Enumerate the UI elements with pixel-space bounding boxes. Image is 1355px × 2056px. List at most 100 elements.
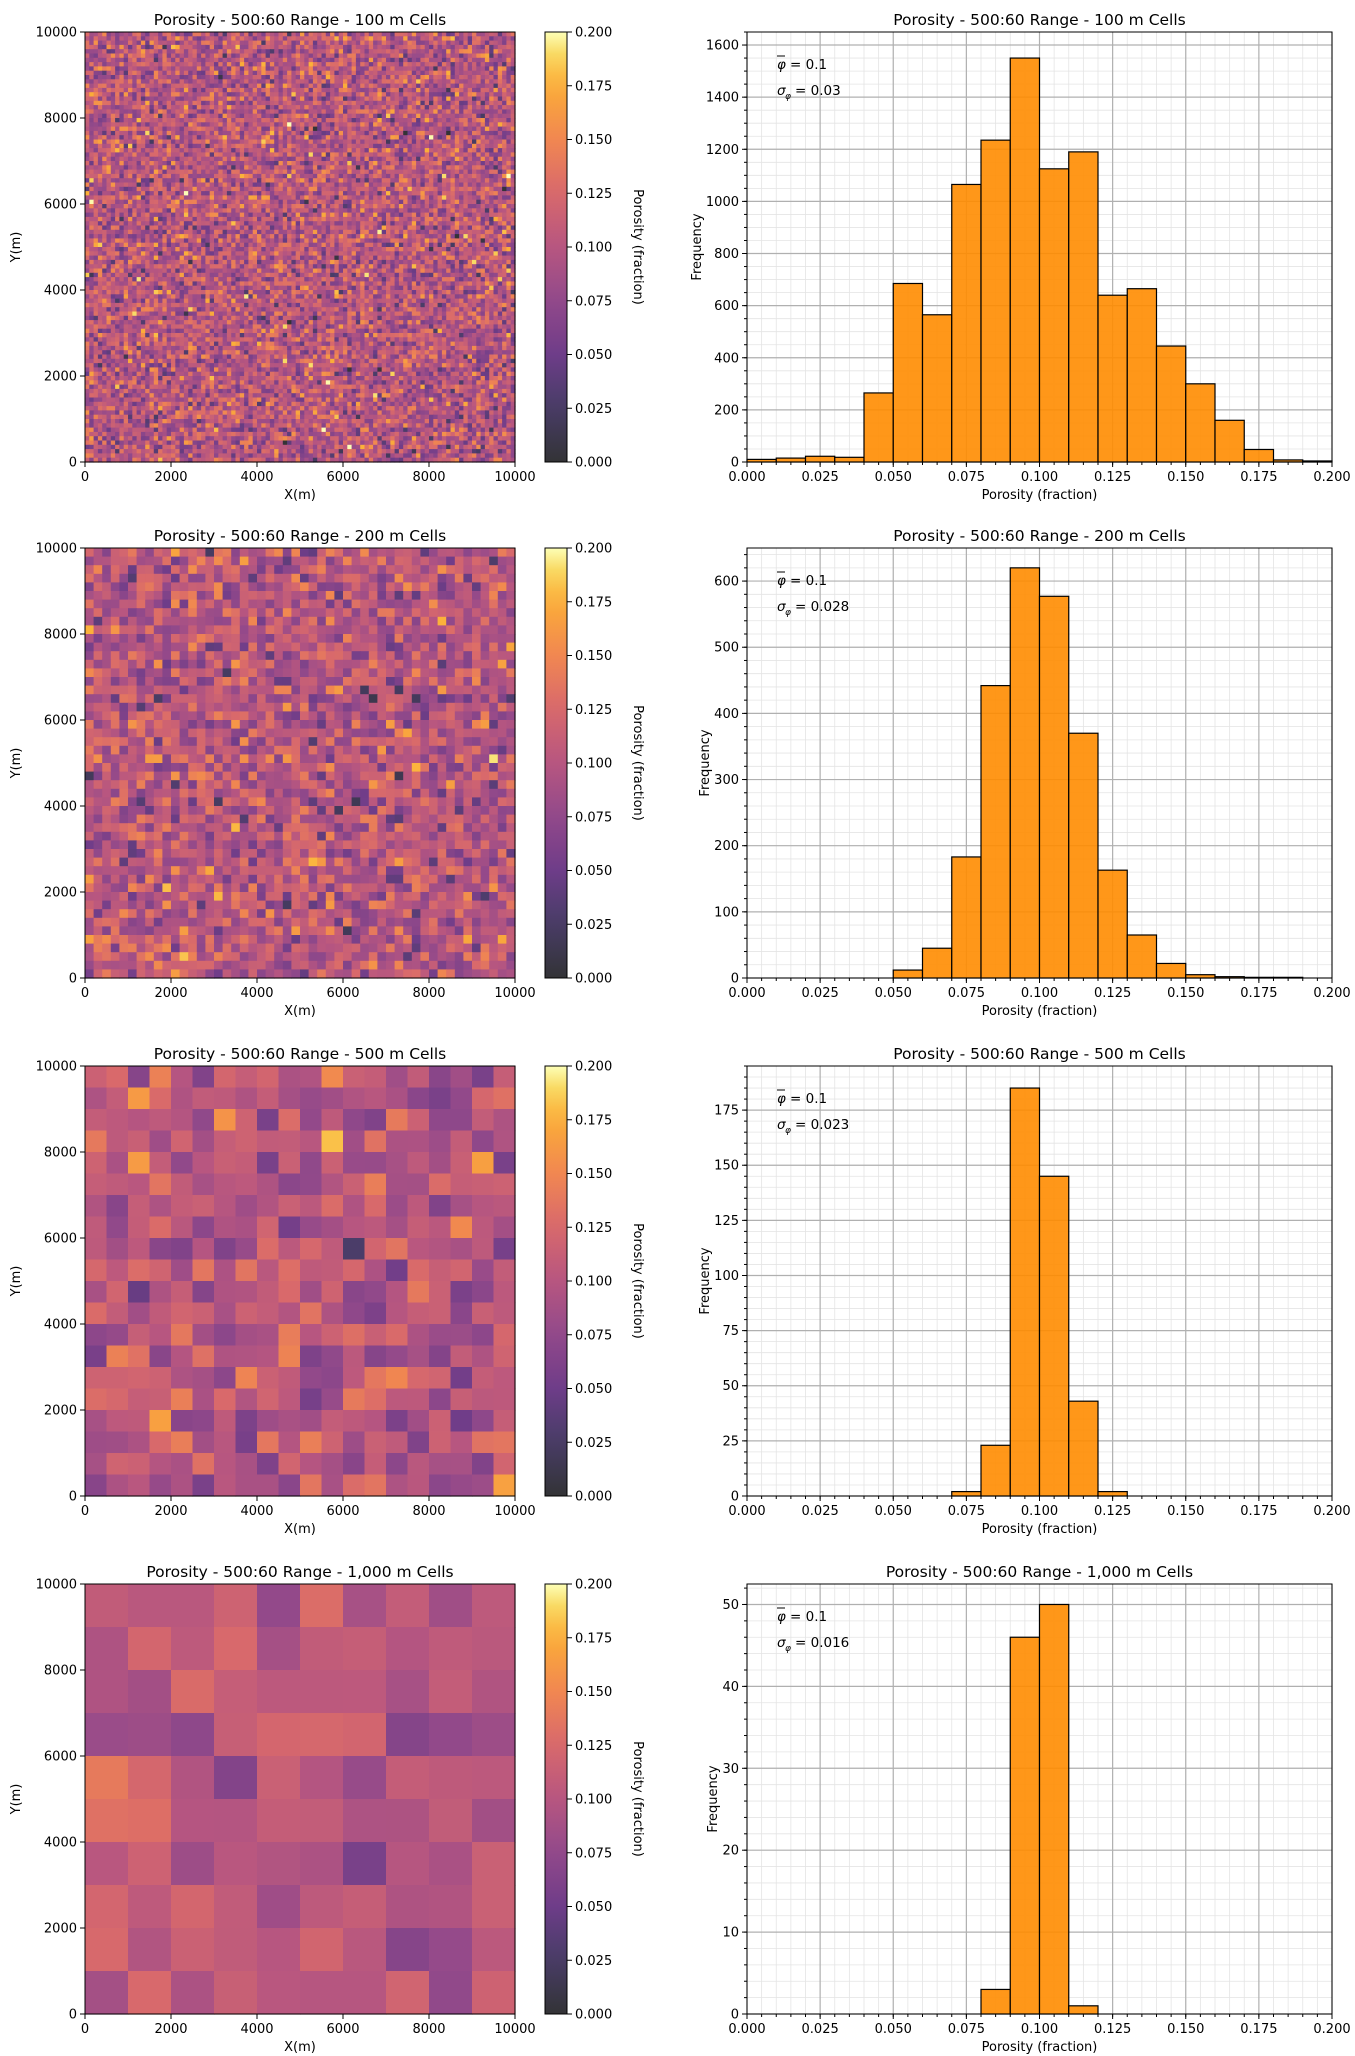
heatmap-cell [183,92,189,98]
heatmap-cell [429,79,434,85]
heatmap-cell [463,40,469,46]
heatmap-cell [360,92,366,98]
heatmap-cell [368,53,374,59]
heatmap-cell [510,225,516,231]
heatmap-cell [295,139,301,145]
heatmap-cell [226,199,232,205]
heatmap-cell [106,62,112,67]
heatmap-cell [497,49,503,55]
heatmap-cell [149,221,155,227]
heatmap-cell [446,44,452,50]
heatmap-cell [274,199,280,205]
heatmap-cell [454,83,460,89]
heatmap-cell [158,169,163,175]
heatmap-cell [209,53,215,59]
heatmap-cell [437,87,443,93]
heatmap-cell [89,57,95,63]
heatmap-cell [261,57,267,63]
heatmap-cell [179,70,185,76]
heatmap-cell [183,225,189,231]
heatmap-cell [450,96,456,102]
heatmap-cell [502,44,507,50]
heatmap-cell [140,161,146,166]
heatmap-cell [429,100,434,106]
heatmap-cell [201,109,206,115]
heatmap-cell [330,139,335,145]
heatmap-cell [269,208,275,214]
heatmap-cell [244,229,249,235]
heatmap-cell [231,87,237,93]
heatmap-cell [325,83,331,89]
heatmap-cell [441,229,447,235]
heatmap-cell [355,126,361,132]
heatmap-cell [381,139,387,145]
heatmap-cell [510,204,516,209]
heatmap-cell [205,105,211,110]
heatmap-cell [244,83,249,89]
heatmap-cell [153,199,159,205]
heatmap-cell [136,191,142,196]
heatmap-cell [265,62,271,67]
heatmap-cell [188,113,194,119]
heatmap-cell [102,186,108,192]
heatmap-cell [321,49,327,55]
heatmap-cell [248,109,254,115]
heatmap-cell [265,165,271,171]
heatmap-cell [407,238,413,244]
heatmap-cell [93,109,99,115]
heatmap-cell [330,204,335,209]
heatmap-cell [446,173,452,179]
heatmap-cell [373,178,378,184]
heatmap-cell [218,49,224,55]
heatmap-cell [411,204,417,209]
heatmap-cell [360,118,366,123]
heatmap-cell [364,234,370,239]
heatmap-cell [248,130,254,136]
heatmap-cell [493,182,499,188]
heatmap-cell [459,92,464,98]
heatmap-cell [510,109,516,115]
heatmap-cell [128,161,133,166]
heatmap-cell [205,118,211,123]
heatmap-cell [97,36,103,42]
heatmap-cell [153,96,159,102]
heatmap-cell [304,109,310,115]
heatmap-cell [493,208,499,214]
heatmap-cell [411,75,417,80]
heatmap-cell [123,62,129,67]
heatmap-cell [257,70,262,76]
heatmap-cell [386,178,391,184]
heatmap-cell [317,225,323,231]
heatmap-cell [106,109,112,115]
heatmap-cell [145,57,151,63]
heatmap-cell [433,32,439,37]
heatmap-cell [93,191,99,196]
heatmap-cell [153,109,159,115]
heatmap-cell [235,199,241,205]
heatmap-cell [398,191,404,196]
heatmap-cell [183,100,189,106]
heatmap-cell [446,212,452,218]
heatmap-cell [398,105,404,110]
heatmap-cell [390,62,396,67]
heatmap-cell [244,195,249,201]
heatmap-cell [149,79,155,85]
heatmap-cell [381,212,387,218]
heatmap-cell [506,234,512,239]
heatmap-cell [171,242,176,248]
heatmap-cell [355,161,361,166]
heatmap-cell [248,178,254,184]
heatmap-cell [158,57,163,63]
heatmap-cell [433,178,439,184]
heatmap-cell [196,96,202,102]
heatmap-cell [274,186,280,192]
heatmap-cell [257,105,262,110]
heatmap-cell [355,143,361,149]
heatmap-cell [355,234,361,239]
heatmap-cell [390,53,396,59]
heatmap-cell [205,173,211,179]
heatmap-cell [274,122,280,128]
heatmap-cell [403,122,409,128]
heatmap-cell [403,83,409,89]
heatmap-cell [394,204,400,209]
